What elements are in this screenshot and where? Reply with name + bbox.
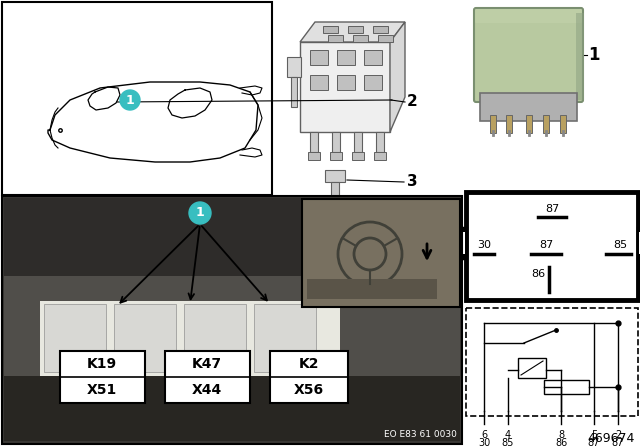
Bar [331, 182, 339, 200]
Bar [40, 301, 340, 376]
FancyBboxPatch shape [474, 8, 583, 102]
Text: 469674: 469674 [588, 432, 635, 445]
Bar [310, 50, 328, 65]
Text: K47: K47 [192, 357, 222, 371]
Text: 86: 86 [531, 269, 545, 279]
Bar [455, 232, 465, 254]
Text: 85: 85 [613, 240, 627, 250]
Bar [490, 115, 496, 133]
Bar [2, 196, 462, 444]
Bar [639, 232, 640, 254]
Bar [307, 279, 437, 299]
Polygon shape [300, 22, 405, 42]
Bar [543, 115, 549, 133]
Bar [328, 35, 343, 42]
Bar [560, 115, 566, 133]
Text: 87: 87 [588, 438, 600, 448]
Bar [184, 304, 246, 372]
Text: 2: 2 [407, 95, 418, 109]
Text: K19: K19 [87, 357, 117, 371]
Bar [452, 228, 466, 258]
Bar [374, 152, 386, 160]
Bar [291, 77, 297, 107]
Bar [325, 170, 345, 182]
Bar [378, 35, 393, 42]
Text: 4: 4 [505, 430, 511, 440]
Text: 86: 86 [555, 438, 567, 448]
Bar [323, 26, 338, 33]
Bar [300, 42, 390, 132]
Text: X44: X44 [192, 383, 222, 397]
Text: 1: 1 [125, 94, 134, 107]
FancyBboxPatch shape [576, 13, 584, 100]
Bar [526, 115, 532, 133]
Bar [254, 304, 316, 372]
Text: X51: X51 [87, 383, 117, 397]
Text: 87: 87 [545, 204, 559, 214]
Text: K2: K2 [299, 357, 319, 371]
Bar [310, 75, 328, 90]
Bar [4, 276, 460, 376]
Circle shape [189, 202, 211, 224]
Bar [337, 50, 355, 65]
Bar [4, 376, 460, 441]
Bar [352, 152, 364, 160]
Bar [348, 26, 363, 33]
Text: X56: X56 [294, 383, 324, 397]
Bar [330, 152, 342, 160]
Polygon shape [390, 22, 405, 132]
Bar [114, 304, 176, 372]
Bar [2, 2, 272, 195]
Bar [466, 308, 638, 416]
Bar [364, 50, 382, 65]
Text: EO E83 61 0030: EO E83 61 0030 [384, 430, 457, 439]
Bar [364, 75, 382, 90]
Bar [480, 93, 577, 121]
Text: 87: 87 [612, 438, 624, 448]
Bar [376, 132, 384, 152]
Bar [4, 198, 460, 278]
Bar [165, 351, 250, 403]
Bar [518, 358, 546, 378]
Bar [327, 198, 343, 204]
Text: 2: 2 [615, 430, 621, 440]
Text: 5: 5 [591, 430, 597, 440]
Bar [270, 351, 348, 403]
Bar [638, 228, 640, 258]
Bar [332, 132, 340, 152]
FancyBboxPatch shape [475, 9, 582, 23]
Bar [506, 115, 512, 133]
Bar [353, 35, 368, 42]
Text: 30: 30 [478, 438, 490, 448]
Text: 1: 1 [588, 46, 600, 64]
Bar [302, 199, 460, 307]
Text: 1: 1 [196, 207, 204, 220]
Text: 87: 87 [539, 240, 553, 250]
Bar [337, 75, 355, 90]
Circle shape [120, 90, 140, 110]
Text: 8: 8 [558, 430, 564, 440]
Bar [308, 152, 320, 160]
Text: 30: 30 [477, 240, 491, 250]
Bar [287, 57, 301, 77]
Bar [60, 351, 145, 403]
Text: 3: 3 [407, 175, 418, 190]
Text: 85: 85 [502, 438, 514, 448]
Bar [44, 304, 106, 372]
Text: 6: 6 [481, 430, 487, 440]
Bar [310, 132, 318, 152]
Bar [373, 26, 388, 33]
Bar [544, 380, 589, 394]
Bar [466, 192, 638, 300]
Bar [354, 132, 362, 152]
